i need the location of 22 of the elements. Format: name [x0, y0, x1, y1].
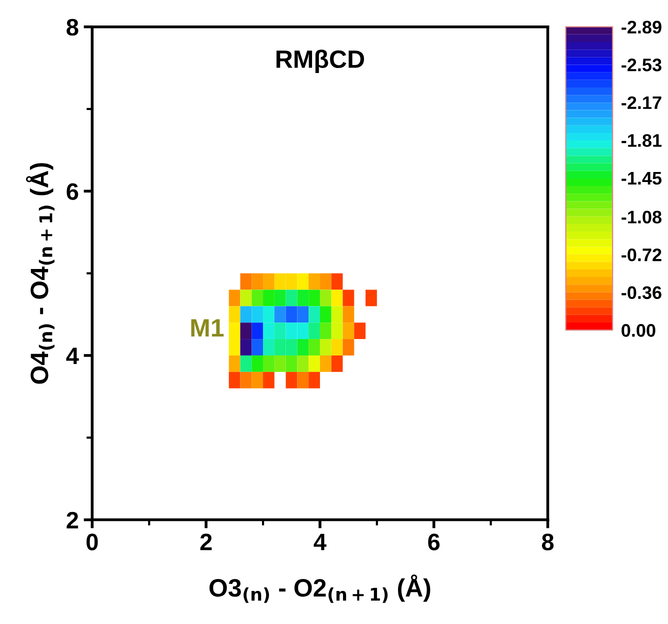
- y-tick-label: 2: [66, 512, 78, 528]
- annotation: M1: [191, 319, 224, 336]
- y-axis-title: O4$_{(n)}$ - O4$_{(n+1)}$ (Å): [26, 163, 54, 384]
- x-tick-label: 6: [428, 534, 440, 550]
- color-bar-label: -0.36: [622, 286, 662, 300]
- color-bar-label: -0.72: [622, 248, 662, 262]
- color-bar-label: -1.08: [622, 210, 662, 224]
- x-tick-label: 4: [314, 534, 326, 550]
- color-bar-label: -2.89: [622, 20, 662, 34]
- x-tick-label: 8: [542, 534, 554, 550]
- color-bar-label: -1.81: [622, 134, 662, 147]
- y-tick-label: 6: [66, 183, 78, 200]
- x-tick-label: 0: [86, 534, 98, 550]
- y-tick-label: 8: [66, 18, 78, 36]
- y-tick-label: 4: [66, 348, 79, 364]
- color-bar-label: -1.45: [622, 172, 662, 185]
- color-bar-label: -2.53: [622, 58, 662, 72]
- text: RMβCD: [276, 50, 364, 73]
- color-bar-label: 0.00: [622, 324, 656, 337]
- color-bar-label: -2.17: [622, 96, 662, 109]
- x-tick-label: 2: [200, 534, 212, 550]
- x-axis-title: O3$_{(n)}$ - O2$_{(n+1)}$ (Å): [210, 574, 430, 603]
